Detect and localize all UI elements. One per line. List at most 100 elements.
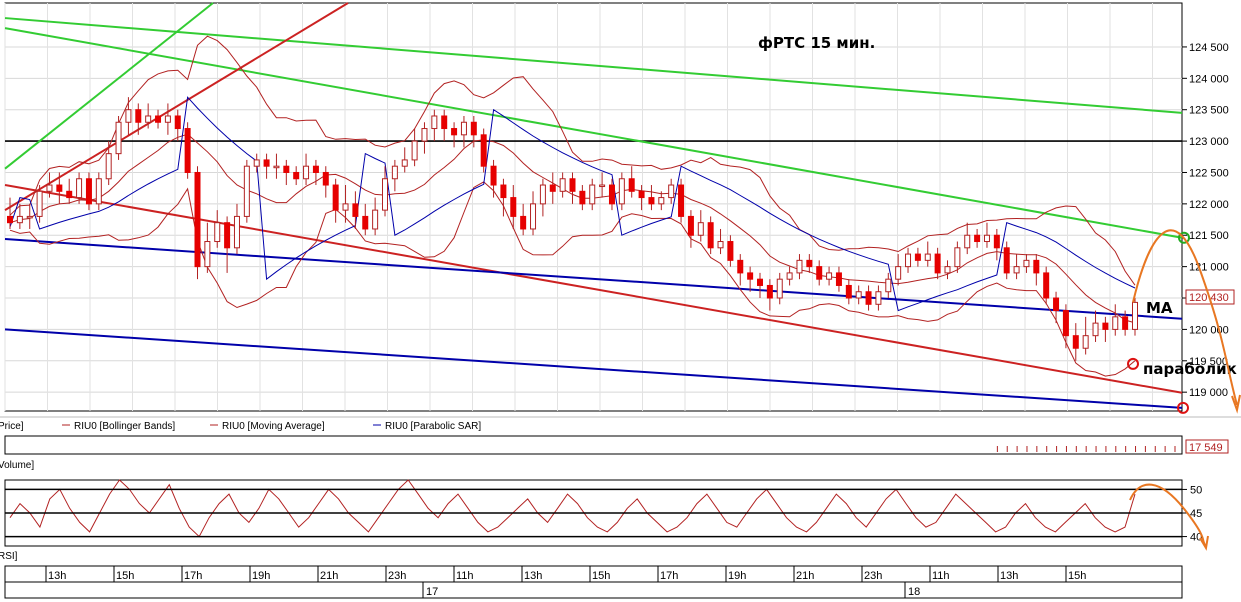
green-trendline-upper	[4, 17, 1183, 114]
candle-body-down	[490, 165, 497, 186]
candle-body-down	[184, 128, 191, 173]
candle-body-down	[283, 165, 290, 173]
candle-body-down	[470, 121, 477, 136]
candle-body-up	[431, 115, 438, 130]
price-tick-label: 119 000	[1189, 387, 1228, 399]
candle-body-down	[845, 284, 852, 299]
candle-body-up	[895, 266, 902, 280]
candle-body-up	[421, 128, 428, 142]
candle-body-up	[243, 165, 250, 217]
rsi-path	[9, 479, 1136, 538]
candle-body-down	[7, 215, 13, 224]
candle-body-down	[66, 190, 73, 199]
candle-body-down	[934, 253, 941, 274]
candle-body-up	[145, 115, 152, 123]
legend-label: RIU0 [Parabolic SAR]	[385, 421, 481, 432]
legend: Price] RIU0 [Bollinger Bands] RIU0 [Moving…	[0, 416, 1241, 432]
time-hour-label: 23h	[864, 570, 882, 582]
candle-body-down	[648, 197, 655, 205]
candle-body-up	[95, 178, 102, 205]
time-hour-label: 17h	[184, 570, 202, 582]
candle-body-down	[155, 115, 162, 123]
time-hour-label: 17h	[660, 570, 678, 582]
candle-body-up	[954, 247, 961, 268]
candle-body-up	[36, 190, 43, 217]
forecast-price-arrowhead	[1231, 394, 1241, 414]
candle-body-up	[559, 178, 566, 192]
candle-body-down	[293, 171, 300, 180]
price-tick-label: 120 000	[1189, 324, 1229, 336]
time-hour-label: 15h	[592, 570, 610, 582]
candle-body-down	[263, 159, 270, 167]
candle-body-down	[1043, 272, 1050, 299]
time-hour-label: 13h	[48, 570, 66, 582]
candle-body-down	[451, 128, 458, 136]
candle-body-up	[1023, 259, 1030, 268]
candle-body-up	[668, 184, 675, 199]
volume-last-label: 17 549	[1189, 442, 1223, 454]
time-hour-label: 13h	[524, 570, 542, 582]
candle-body-down	[1003, 247, 1010, 274]
candle-body-down	[757, 278, 763, 286]
time-hour-label: 21h	[320, 570, 338, 582]
candle-body-up	[391, 165, 398, 180]
time-axis-labels: 13h 15h 17h 19h 21h 23h 11h 13h 15h 17h 19h 21h 23h 1…	[45, 566, 1086, 598]
candle-body-up	[26, 215, 33, 219]
forecast-arrows	[1129, 229, 1241, 551]
candle-body-up	[658, 197, 665, 205]
candle-body-down	[224, 222, 231, 249]
candle-body-up	[1132, 301, 1138, 330]
price-tick-label: 122 500	[1189, 167, 1229, 179]
legend-label: Price]	[0, 421, 24, 432]
rsi-tick-label: 40	[1190, 532, 1202, 544]
time-hour-label: 23h	[388, 570, 406, 582]
rsi-pane-label: RSI]	[0, 551, 18, 562]
candle-body-up	[717, 241, 724, 249]
time-hour-label: 15h	[1068, 570, 1086, 582]
candlesticks	[7, 97, 1138, 361]
candle-body-up	[125, 109, 132, 123]
price-tick-label: 124 500	[1189, 42, 1229, 54]
time-hour-label: 15h	[116, 570, 134, 582]
candle-body-up	[1092, 322, 1099, 337]
candle-body-down	[352, 203, 359, 217]
candle-body-up	[924, 253, 931, 261]
blue-channel-upper	[4, 238, 1183, 320]
candle-body-down	[85, 178, 92, 205]
time-date-label: 18	[908, 586, 920, 598]
rsi-line	[9, 479, 1136, 538]
red-support-line	[4, 2, 349, 211]
candle-body-up	[46, 184, 53, 192]
candle-body-up	[76, 178, 83, 199]
candle-body-down	[608, 184, 615, 205]
time-hour-label: 11h	[456, 570, 474, 582]
candle-body-up	[786, 272, 793, 280]
volume-pane-label: Volume]	[0, 460, 34, 471]
rsi-axis: 50 45 40	[5, 484, 1202, 544]
time-hour-label: 21h	[796, 570, 814, 582]
candle-body-down	[993, 234, 1000, 249]
price-tick-label: 123 500	[1189, 105, 1229, 117]
candle-body-up	[401, 159, 408, 167]
candle-body-up	[539, 184, 546, 205]
candle-body-up	[164, 115, 171, 123]
forecast-price-arrow	[1132, 229, 1238, 406]
candle-body-up	[885, 278, 892, 293]
candle-body-down	[687, 215, 694, 236]
price-tick-label: 121 000	[1189, 262, 1229, 274]
candle-body-down	[569, 178, 576, 192]
candle-body-up	[303, 165, 310, 180]
price-tick-label: 122 000	[1189, 199, 1229, 211]
ma-annotation: MA	[1146, 299, 1173, 317]
candle-body-down	[865, 291, 872, 305]
bollinger-upper	[9, 35, 1136, 286]
forecast-rsi-arrowhead	[1199, 535, 1209, 551]
candle-body-up	[964, 234, 971, 249]
candle-body-up	[1082, 335, 1089, 349]
sar-marker	[1127, 357, 1139, 370]
candle-body-down	[135, 109, 142, 123]
candle-body-up	[983, 234, 990, 243]
price-tick-label: 123 000	[1189, 136, 1229, 148]
candle-body-down	[520, 215, 527, 230]
candle-body-down	[480, 134, 487, 167]
